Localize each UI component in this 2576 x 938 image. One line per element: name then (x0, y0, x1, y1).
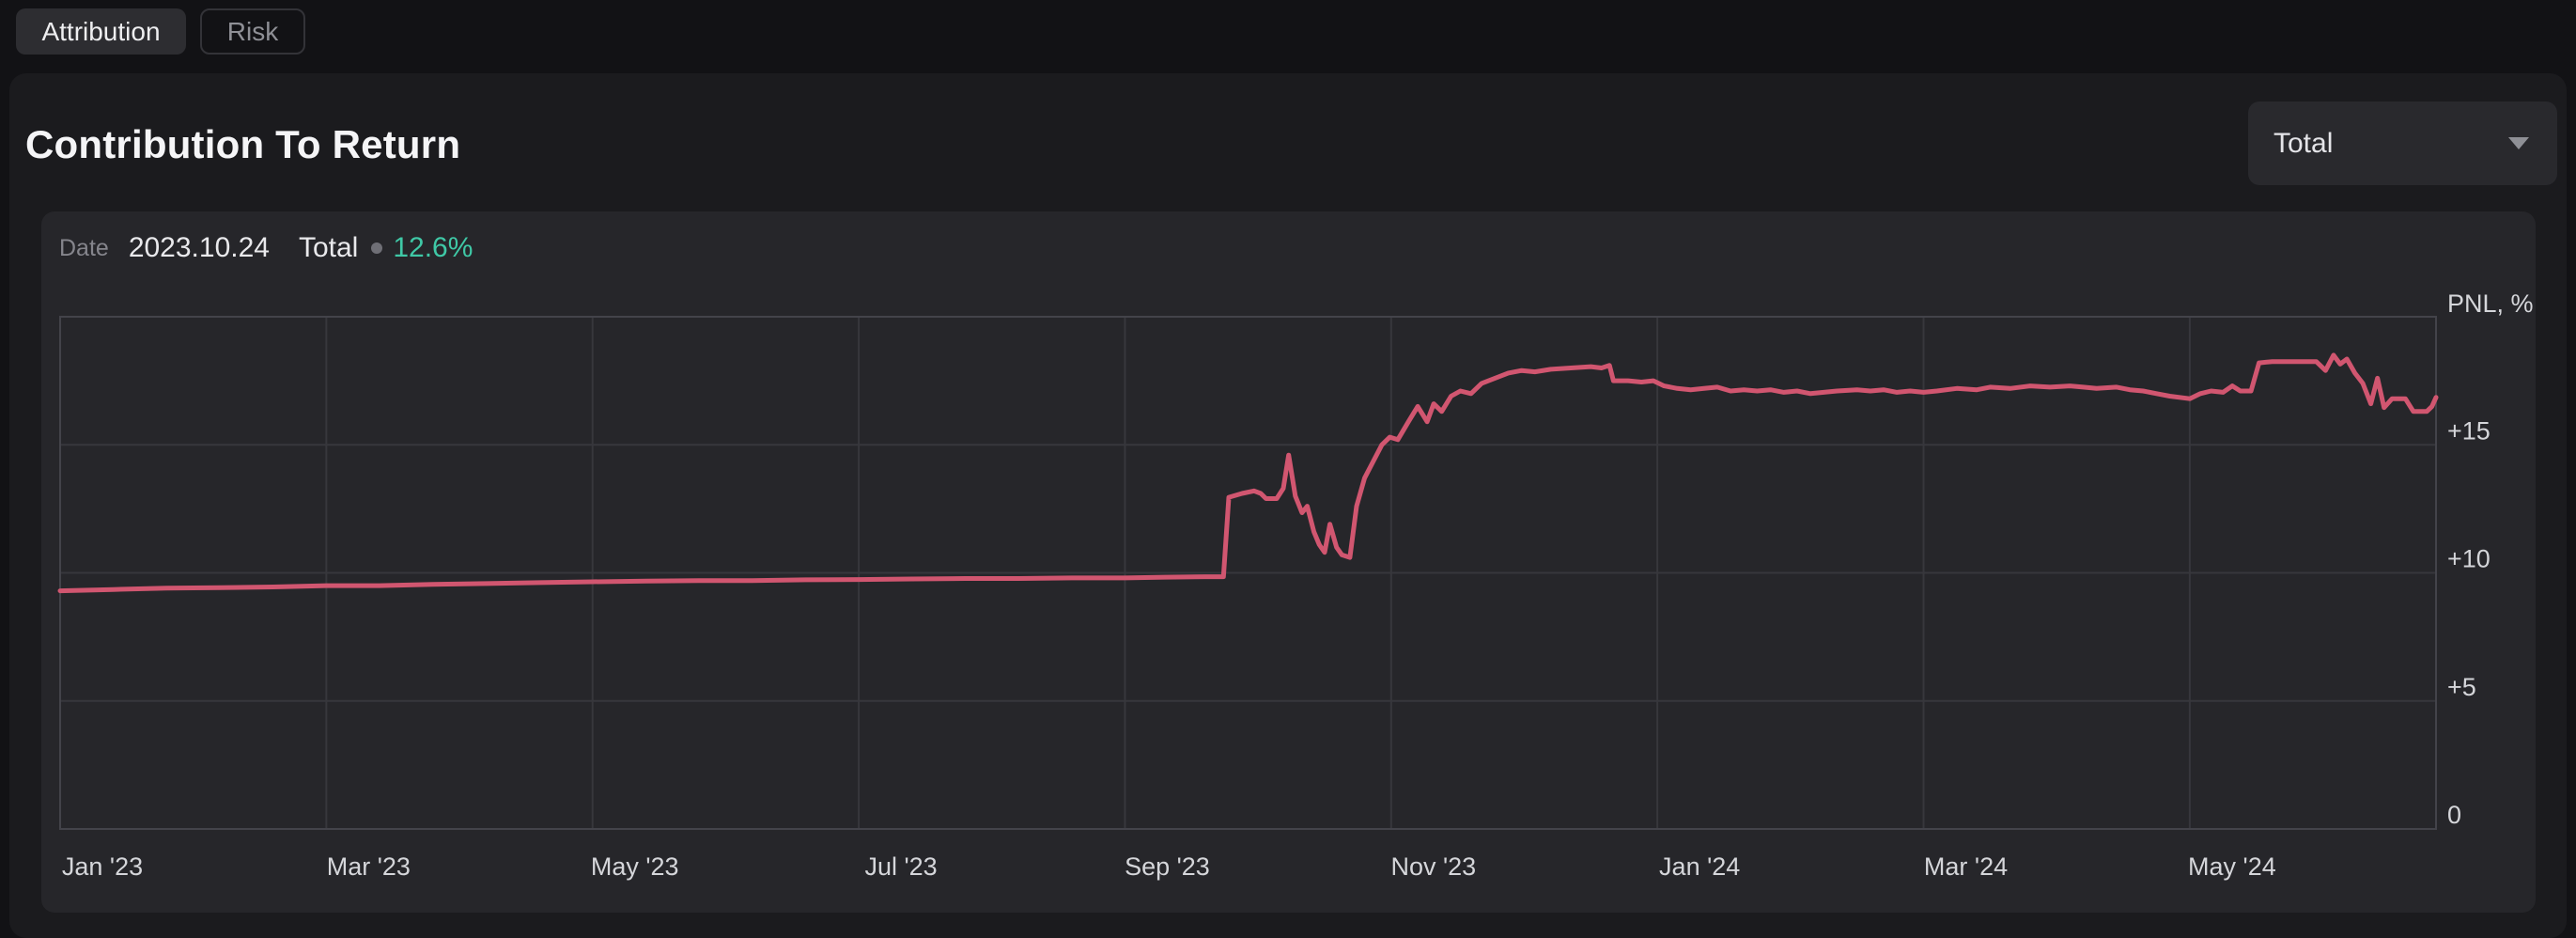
page-title: Contribution To Return (25, 122, 461, 166)
dropdown-selected-value: Total (2273, 127, 2334, 159)
y-axis-title: PNL, % (2447, 289, 2534, 318)
legend-date-value: 2023.10.24 (128, 232, 270, 263)
x-axis-tick-label: May '23 (591, 852, 679, 881)
tab-risk[interactable]: Risk (200, 8, 305, 55)
legend-series-dot-icon (371, 242, 383, 254)
series-line-total (57, 352, 2439, 594)
legend-series-name: Total (298, 232, 359, 263)
legend-series-value: 12.6% (393, 232, 473, 263)
x-axis-tick-label: Jan '24 (1659, 852, 1740, 881)
series-select-dropdown[interactable]: Total (2248, 102, 2557, 185)
x-axis-tick-label: Mar '23 (327, 852, 411, 881)
chart-panel: Date 2023.10.24 Total 12.6% Jan '23 Mar '… (41, 211, 2536, 913)
x-axis-tick-label: Jul '23 (864, 852, 937, 881)
y-axis-tick-label: +10 (2447, 545, 2491, 573)
x-axis-tick-label: May '24 (2188, 852, 2276, 881)
x-axis-tick-label: Jan '23 (62, 852, 143, 881)
chart-tooltip-legend: Date 2023.10.24 Total 12.6% (59, 232, 473, 264)
plot-border (59, 316, 2437, 830)
x-axis-tick-label: Mar '24 (1924, 852, 2008, 881)
y-axis-tick-label: +15 (2447, 416, 2491, 445)
x-axis-tick-label: Nov '23 (1390, 852, 1476, 881)
chevron-down-icon (2508, 137, 2529, 149)
legend-date-label: Date (59, 234, 109, 261)
tab-attribution[interactable]: Attribution (16, 8, 186, 55)
y-axis-tick-label: +5 (2447, 673, 2476, 701)
contribution-card: Contribution To Return Total Date 2023.1… (9, 73, 2567, 938)
y-axis-tick-label: 0 (2447, 801, 2461, 829)
x-axis-tick-label: Sep '23 (1125, 852, 1210, 881)
pnl-line-chart[interactable]: Jan '23 Mar '23 May '23 Jul '23 Sep '23 Nov '… (41, 211, 2536, 913)
view-tab-bar: Attribution Risk (16, 8, 305, 55)
